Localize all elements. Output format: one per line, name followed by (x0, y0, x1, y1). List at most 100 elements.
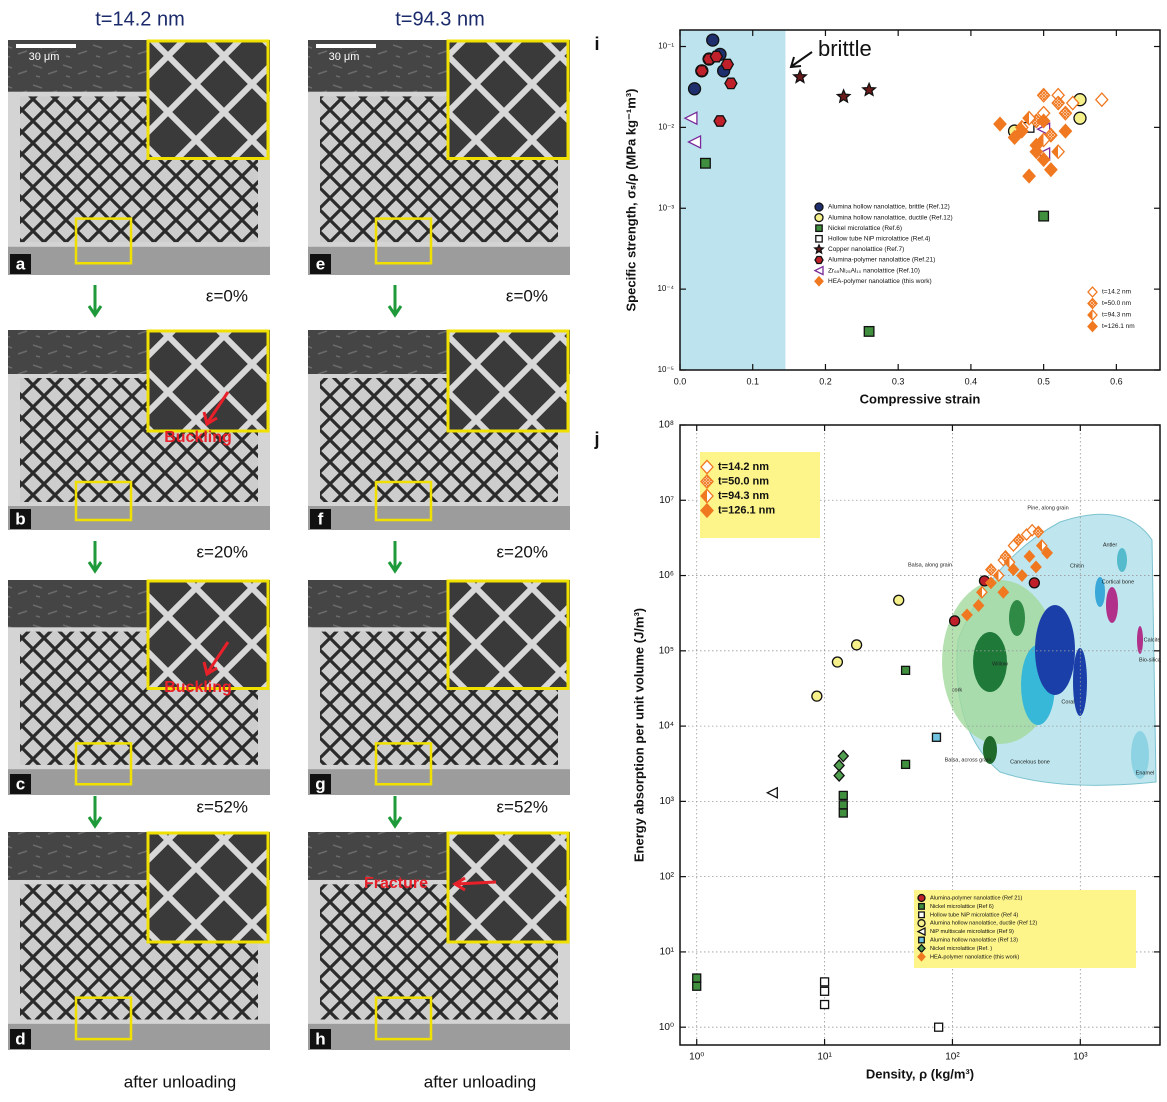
x-tick-label: 0.3 (892, 376, 905, 386)
marker (816, 225, 822, 231)
x-tick-label: 10² (945, 1052, 960, 1063)
marker (821, 978, 829, 986)
x-tick-label: 0.4 (965, 376, 978, 386)
y-tick-label: 10⁴ (659, 721, 674, 732)
x-tick-label: 0.2 (819, 376, 832, 386)
legend-label: Alumina hollow nanolattice (Ref 13) (930, 937, 1018, 943)
y-tick-label: 10⁰ (659, 1022, 674, 1033)
panel-letter: g (315, 774, 325, 793)
y-tick-label: 10¹ (660, 947, 675, 958)
panel-letter: c (16, 774, 25, 793)
marker (710, 51, 722, 61)
marker (707, 34, 719, 46)
region (1117, 548, 1127, 572)
substrate (308, 247, 570, 275)
marker (693, 974, 701, 982)
legend-label: Nickel microlattice (Ref 6) (930, 904, 994, 910)
marker (693, 982, 701, 990)
marker (815, 267, 823, 275)
panel-letter: i (594, 34, 599, 54)
page: {"figure":{"columns":[ {"title":"t=14.2 … (0, 0, 1167, 1102)
region (1106, 587, 1118, 623)
x-tick-label: 10³ (1073, 1052, 1088, 1063)
material-label: Balsa, across grain (945, 757, 992, 763)
legend-label: NiP multiscale microlattice (Ref 9) (930, 929, 1014, 935)
legend-label: HEA-polymer nanolattice (this work) (828, 278, 932, 285)
legend-label: t=126.1 nm (1102, 323, 1135, 330)
marker (689, 83, 701, 95)
y-tick-label: 10⁻³ (658, 203, 674, 212)
marker (839, 791, 847, 799)
marker (815, 214, 823, 222)
y-tick-label: 10⁻⁴ (657, 284, 674, 293)
panel-letter: f (318, 509, 324, 528)
region (1035, 605, 1075, 695)
legend-label: Alumina hollow nanolattice, ductile (Ref… (828, 214, 953, 221)
material-label: Pine, along grain (1027, 505, 1068, 511)
panel-letter: a (16, 254, 26, 273)
inset (148, 331, 268, 431)
marker (837, 90, 850, 102)
x-tick-label: 0.5 (1037, 376, 1050, 386)
annotation-arrow (791, 52, 812, 67)
x-axis-label: Density, ρ (kg/m³) (866, 1066, 974, 1081)
strain-label: ε=52% (496, 797, 548, 816)
marker (918, 895, 925, 902)
panel-letter: e (316, 254, 325, 273)
marker (1059, 124, 1071, 137)
material-label: Willow (992, 661, 1008, 667)
legend-label: Alumina-polymer nanolattice (Ref 21) (930, 895, 1022, 901)
y-tick-label: 10⁷ (659, 495, 674, 506)
marker (1059, 107, 1071, 120)
marker (1038, 89, 1050, 102)
material-label: Cancelous bone (1010, 759, 1050, 765)
legend-label: Nickel microlattice (Ref. ) (930, 946, 992, 952)
marker (834, 770, 844, 781)
strain-label: ε=0% (206, 286, 248, 305)
region (1009, 600, 1025, 636)
y-tick-label: 10⁻² (658, 122, 674, 131)
y-tick-label: 10⁸ (659, 420, 674, 431)
marker (794, 70, 807, 82)
marker (919, 904, 925, 910)
x-tick-label: 10¹ (817, 1052, 832, 1063)
y-tick-label: 10⁻⁵ (658, 365, 674, 374)
marker (932, 733, 940, 741)
marker (894, 595, 904, 605)
region (1137, 626, 1143, 654)
marker (863, 83, 876, 95)
legend-label: t=50.0 nm (1102, 300, 1131, 307)
marker (919, 937, 925, 943)
legend-label: Zr₆₅Ni₂₅Al₁₀ nanolattice (Ref.10) (828, 267, 920, 274)
marker (918, 920, 925, 927)
marker (1052, 145, 1064, 158)
marker (902, 666, 910, 674)
marker (1052, 96, 1064, 109)
strain-label: ε=52% (196, 797, 248, 816)
annotation: Buckling (164, 679, 232, 696)
marker (832, 657, 842, 667)
scale-bar-label: 30 μm (329, 51, 360, 63)
marker (721, 59, 733, 69)
y-axis-label: Energy absorption per unit volume (J/m³) (631, 608, 646, 862)
marker (852, 640, 862, 650)
marker (1045, 163, 1057, 176)
x-tick-label: 0.6 (1110, 376, 1123, 386)
marker (902, 760, 910, 768)
x-tick-label: 10⁰ (689, 1052, 704, 1063)
down-arrow (89, 285, 101, 315)
strain-label: ε=20% (496, 542, 548, 561)
inset (148, 833, 268, 942)
down-arrow (389, 796, 401, 826)
substrate (308, 1024, 570, 1050)
marker (935, 1023, 943, 1031)
legend-label: Alumina hollow nanolattice, ductile (Ref… (930, 921, 1037, 927)
panel-letter: j (593, 429, 599, 449)
annotation: Fracture (364, 875, 428, 892)
substrate (8, 1024, 270, 1050)
legend-label: Hollow tube NiP microlattice (Ref 4) (930, 912, 1018, 918)
legend-label: t=50.0 nm (718, 475, 769, 487)
material-label: cork (952, 687, 963, 693)
x-tick-label: 0.1 (746, 376, 759, 386)
marker (1088, 310, 1097, 320)
